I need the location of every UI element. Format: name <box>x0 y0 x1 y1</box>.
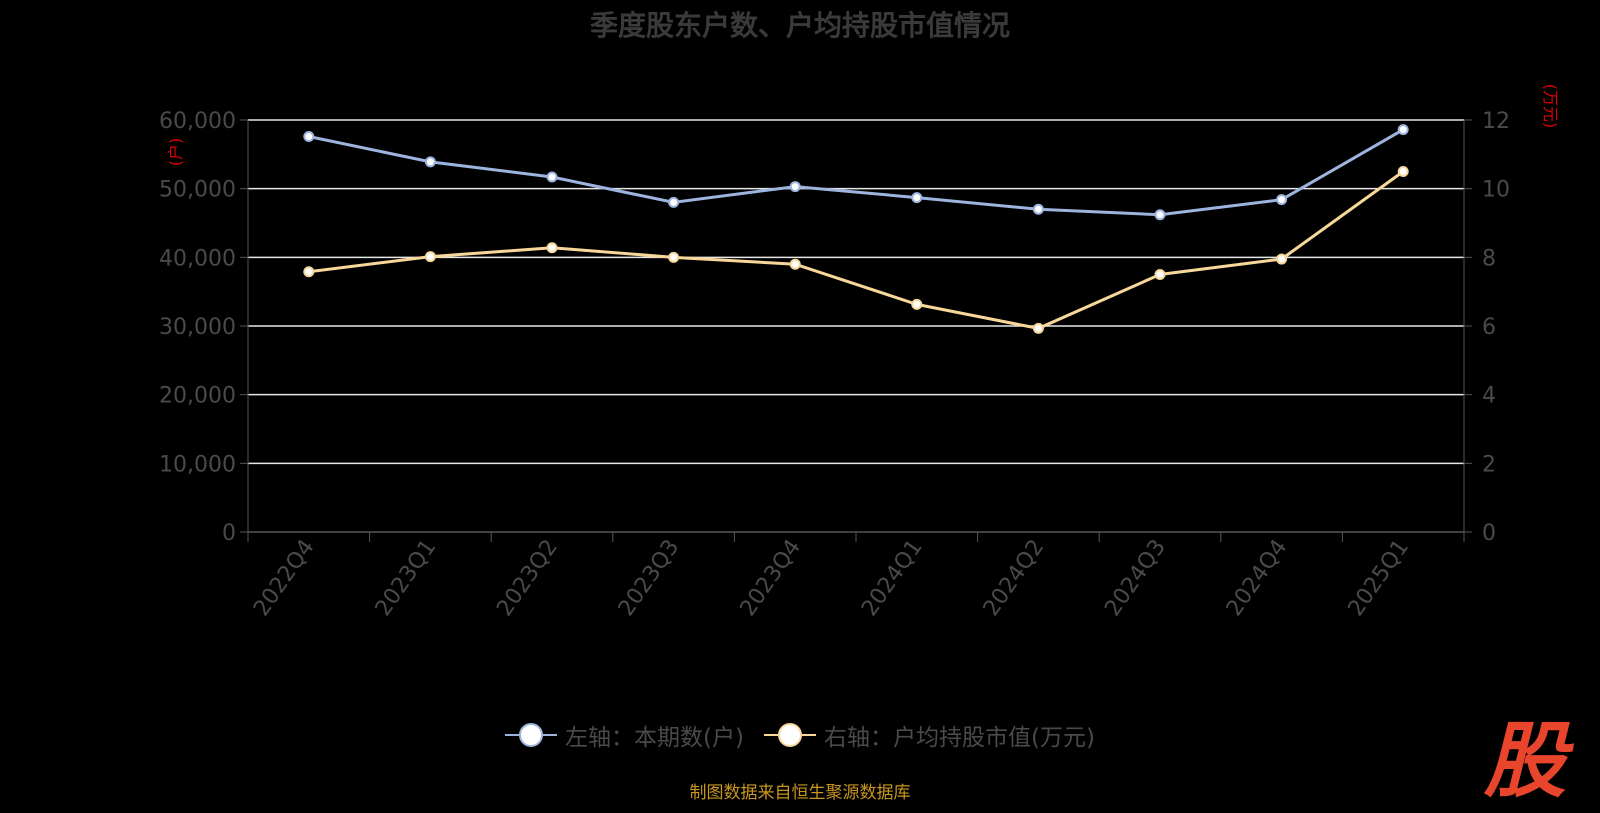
data-point <box>424 156 436 168</box>
left-tick-label: 10,000 <box>159 452 236 477</box>
x-tick-label: 2025Q1 <box>1344 535 1415 621</box>
legend-label-households: 左轴：本期数(户) <box>565 725 744 751</box>
data-point <box>424 251 436 263</box>
left-tick-label: 0 <box>222 521 236 546</box>
data-point <box>668 251 680 263</box>
data-point <box>1397 166 1409 177</box>
right-tick-label: 2 <box>1482 452 1496 477</box>
right-axis-unit: (万元) <box>1541 84 1560 129</box>
left-tick-label: 20,000 <box>159 384 236 409</box>
right-tick-label: 0 <box>1482 521 1496 546</box>
data-point <box>303 130 315 142</box>
x-tick-label: 2024Q1 <box>857 535 928 621</box>
series-line-0 <box>308 128 1404 217</box>
x-tick-label: 2023Q2 <box>492 535 563 621</box>
series-lines <box>303 124 1409 334</box>
legend-marker-households <box>505 722 558 748</box>
legend-item-avg-value[interactable]: 右轴：户均持股市值(万元) <box>764 718 1095 752</box>
left-tick-label: 30,000 <box>159 315 236 340</box>
data-point <box>546 242 558 254</box>
data-point <box>911 298 923 310</box>
data-point <box>1032 203 1044 215</box>
legend: 左轴：本期数(户) 右轴：户均持股市值(万元) <box>0 718 1600 752</box>
x-tick-label: 2024Q2 <box>979 535 1050 621</box>
x-tick-label: 2024Q4 <box>1222 535 1293 621</box>
x-tick-label: 2023Q1 <box>371 535 442 621</box>
data-point <box>546 171 558 183</box>
data-point <box>303 266 315 278</box>
right-tick-label: 10 <box>1482 178 1510 203</box>
data-point <box>1276 253 1288 265</box>
left-tick-label: 40,000 <box>159 246 236 271</box>
data-point <box>1154 269 1166 280</box>
x-tick-label: 2024Q3 <box>1100 535 1171 621</box>
legend-item-households[interactable]: 左轴：本期数(户) <box>505 718 744 752</box>
left-tick-label: 60,000 <box>159 109 236 134</box>
right-tick-label: 6 <box>1482 315 1496 340</box>
data-point <box>911 192 923 204</box>
x-tick-label: 2023Q4 <box>736 535 807 621</box>
chart-title: 季度股东户数、户均持股市值情况 <box>589 9 1010 42</box>
source-note: 制图数据来自恒生聚源数据库 <box>689 783 911 803</box>
data-point <box>1276 194 1288 206</box>
data-point <box>1154 209 1166 221</box>
data-point <box>668 196 680 208</box>
left-tick-label: 50,000 <box>159 178 236 203</box>
data-point <box>789 258 801 270</box>
brand-watermark: 股 <box>1484 714 1566 809</box>
right-tick-label: 8 <box>1482 246 1496 271</box>
data-point <box>789 181 801 193</box>
legend-label-avg-value: 右轴：户均持股市值(万元) <box>824 725 1095 751</box>
data-point <box>1032 322 1044 334</box>
right-tick-label: 12 <box>1482 109 1510 134</box>
x-tick-label: 2023Q3 <box>614 535 685 621</box>
series-line-1 <box>308 170 1405 330</box>
left-axis-unit: (户) <box>166 138 185 167</box>
x-tick-label: 2022Q4 <box>249 535 320 621</box>
grid-lines <box>248 119 1464 465</box>
legend-marker-avg-value <box>764 722 816 748</box>
data-point <box>1397 124 1409 136</box>
right-tick-label: 4 <box>1482 384 1496 409</box>
